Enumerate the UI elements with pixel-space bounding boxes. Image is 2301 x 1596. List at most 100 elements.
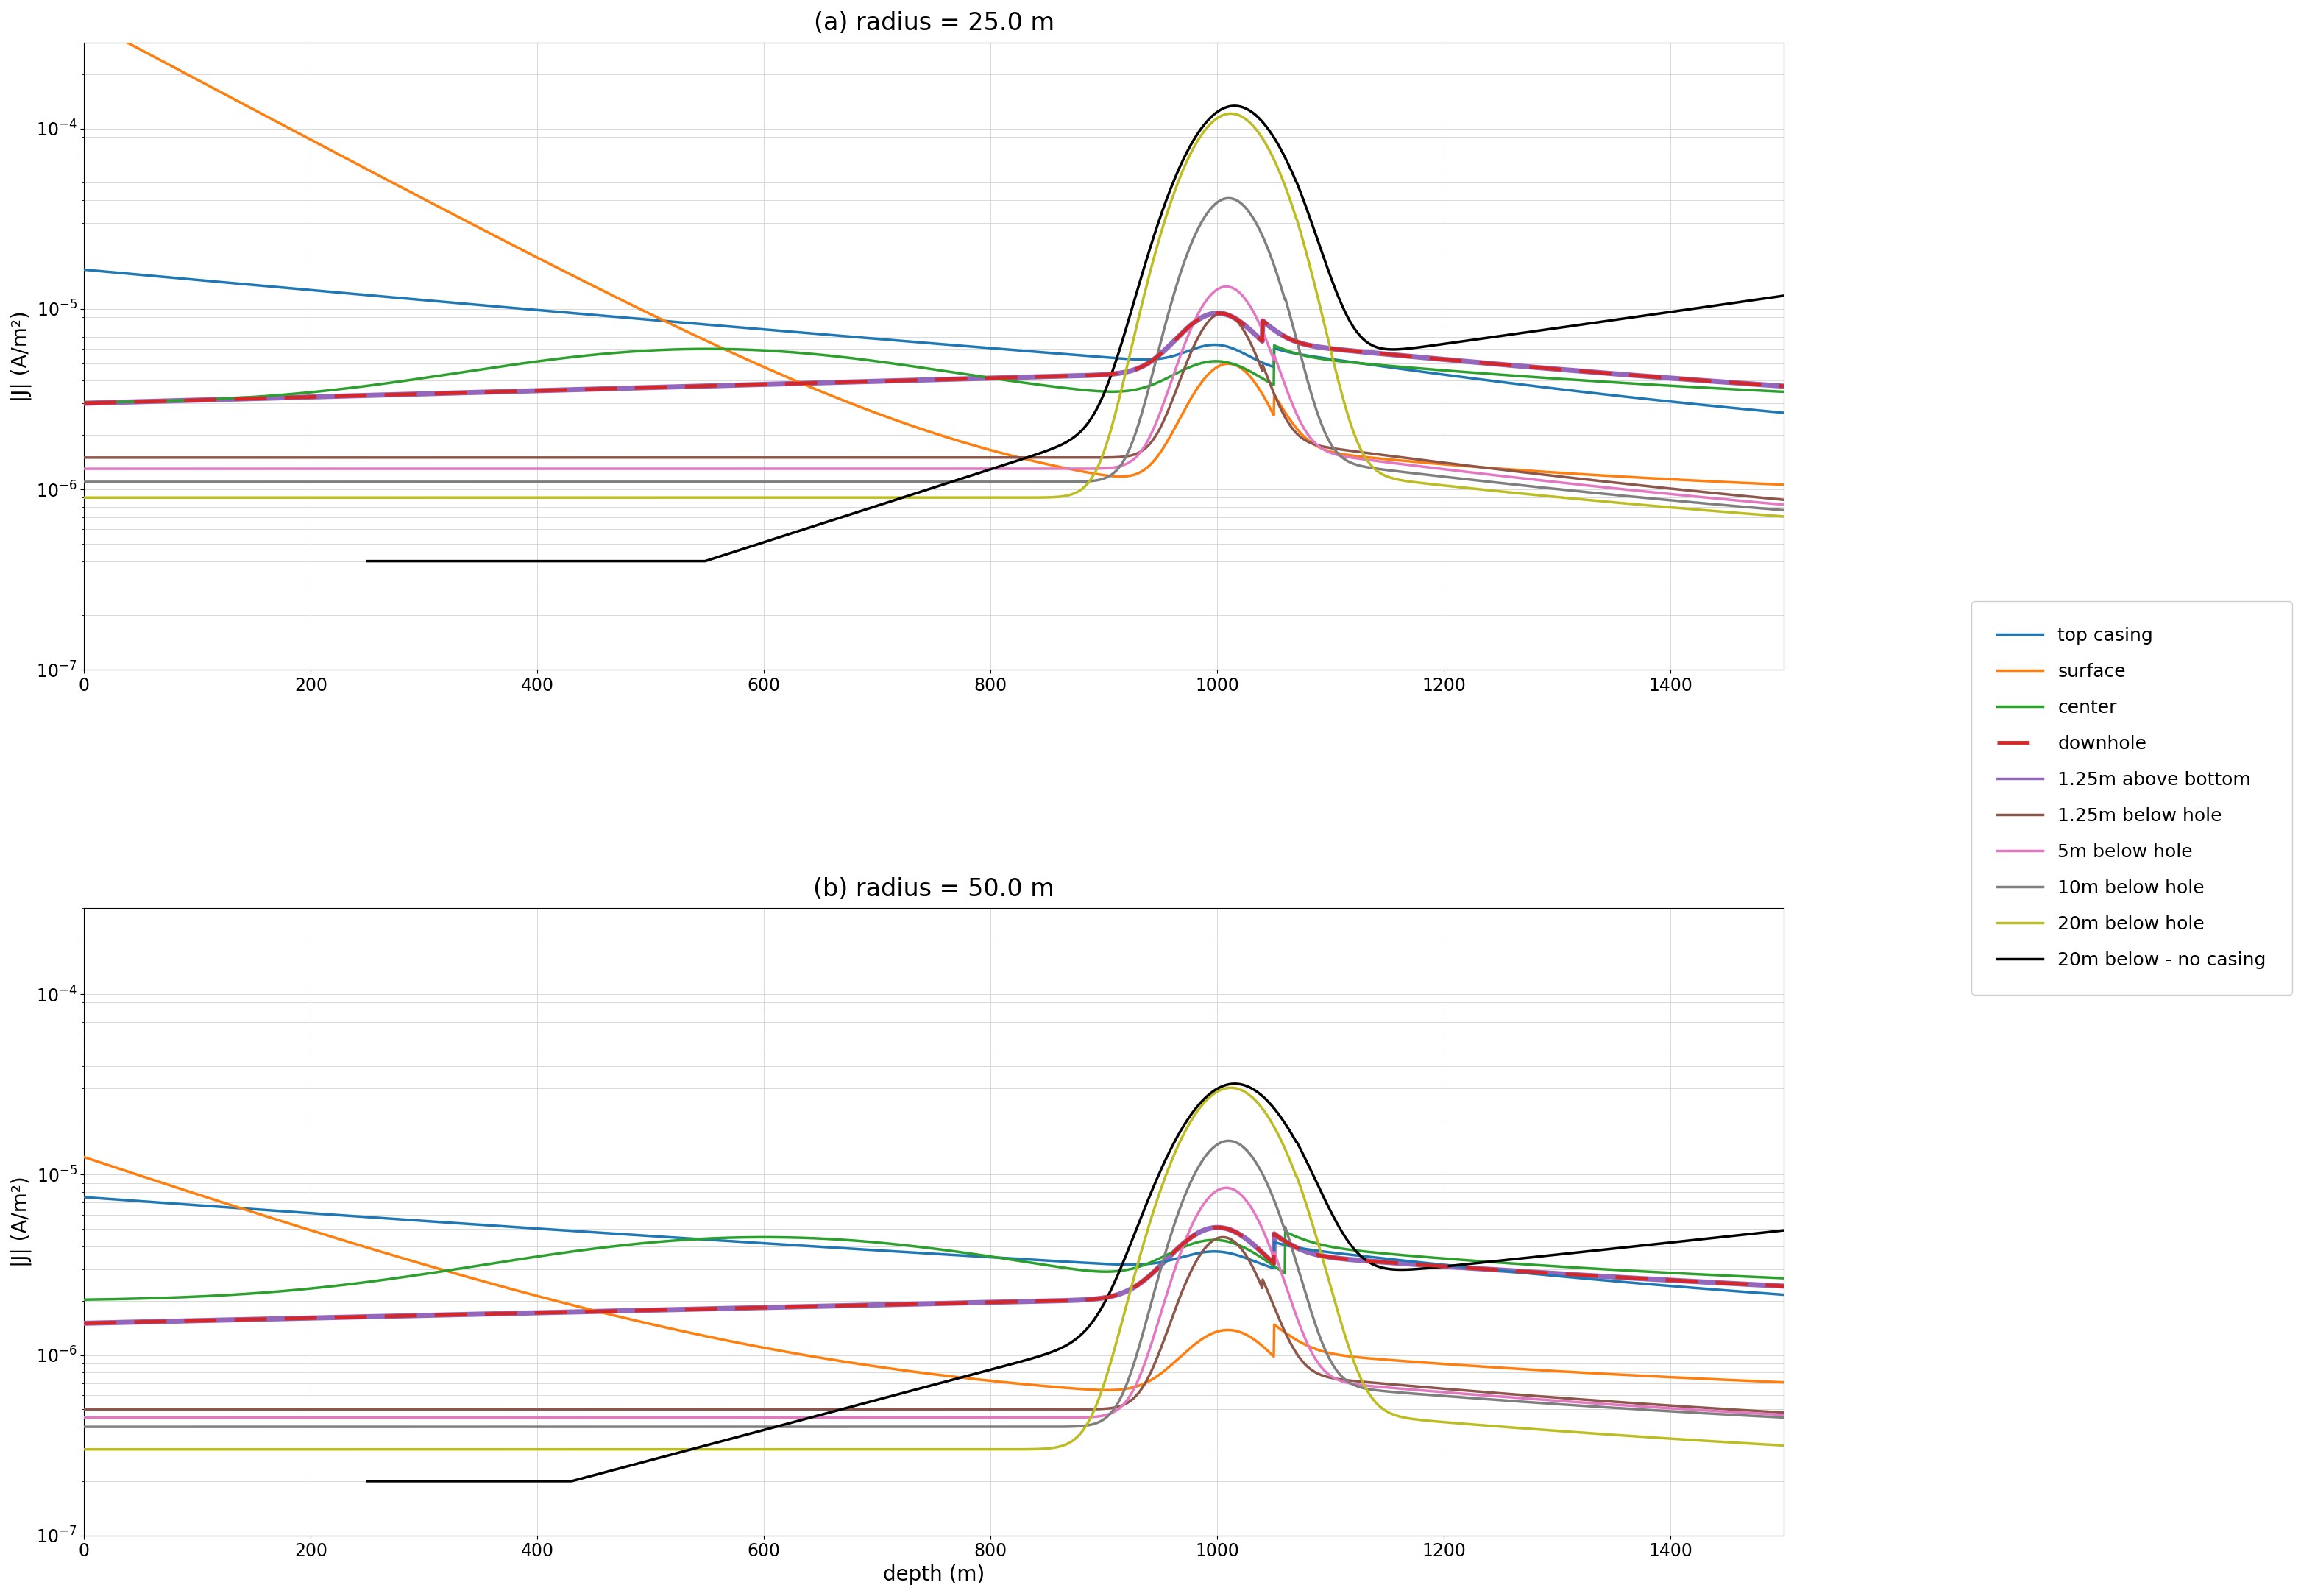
1.25m above bottom xyxy=(1634,1269,1661,1288)
20m below - no casing xyxy=(879,1387,907,1406)
20m below - no casing xyxy=(879,492,907,511)
20m below hole xyxy=(71,488,99,508)
Line: 20m below - no casing: 20m below - no casing xyxy=(368,105,1783,562)
1.25m above bottom xyxy=(1769,377,1797,396)
1.25m below hole xyxy=(1208,303,1236,322)
1.25m above bottom xyxy=(71,1314,99,1333)
10m below hole xyxy=(1305,1326,1332,1345)
downhole xyxy=(798,373,826,393)
1.25m above bottom xyxy=(1305,1245,1332,1264)
20m below hole xyxy=(1719,503,1746,522)
1.25m above bottom xyxy=(1203,1218,1231,1237)
center xyxy=(1305,1235,1332,1254)
Line: surface: surface xyxy=(85,1157,1783,1390)
1.25m below hole xyxy=(1719,1400,1746,1419)
top casing xyxy=(879,1242,907,1261)
5m below hole xyxy=(798,1408,826,1427)
downhole xyxy=(1305,337,1332,356)
top casing xyxy=(1305,1242,1332,1261)
10m below hole xyxy=(1719,1404,1746,1424)
5m below hole xyxy=(798,460,826,479)
1.25m above bottom xyxy=(1203,303,1231,322)
surface xyxy=(1769,1373,1797,1392)
10m below hole xyxy=(879,1417,907,1436)
top casing xyxy=(1717,399,1744,418)
20m below - no casing xyxy=(785,1411,812,1430)
1.25m below hole xyxy=(1769,1403,1797,1422)
Legend: top casing, surface, center, downhole, 1.25m above bottom, 1.25m below hole, 5m : top casing, surface, center, downhole, 1… xyxy=(1972,602,2292,994)
10m below hole xyxy=(1215,1132,1243,1151)
surface xyxy=(1634,469,1661,488)
20m below - no casing xyxy=(785,522,812,541)
Line: 20m below hole: 20m below hole xyxy=(85,113,1783,517)
1.25m below hole xyxy=(879,448,907,468)
5m below hole xyxy=(1719,490,1746,509)
1.25m above bottom xyxy=(71,394,99,413)
surface xyxy=(71,10,99,29)
5m below hole xyxy=(1213,278,1240,297)
surface xyxy=(1305,1341,1332,1360)
5m below hole xyxy=(1719,1403,1746,1422)
Y-axis label: |J| (A/m²): |J| (A/m²) xyxy=(12,1176,32,1267)
5m below hole xyxy=(785,460,812,479)
20m below - no casing xyxy=(1305,1178,1332,1197)
Line: 20m below - no casing: 20m below - no casing xyxy=(368,1084,1783,1481)
20m below hole xyxy=(1305,294,1332,313)
Line: 1.25m below hole: 1.25m below hole xyxy=(85,313,1783,500)
10m below hole xyxy=(1634,1400,1661,1419)
surface xyxy=(879,409,907,428)
1.25m above bottom xyxy=(879,1294,907,1314)
Line: 5m below hole: 5m below hole xyxy=(85,1187,1783,1417)
1.25m below hole xyxy=(785,1400,812,1419)
1.25m above bottom xyxy=(798,373,826,393)
Title: (b) radius = 50.0 m: (b) radius = 50.0 m xyxy=(812,876,1054,902)
downhole xyxy=(1634,367,1661,386)
Line: downhole: downhole xyxy=(85,1227,1783,1323)
10m below hole xyxy=(1719,496,1746,516)
10m below hole xyxy=(71,472,99,492)
1.25m below hole xyxy=(71,1400,99,1419)
1.25m below hole xyxy=(798,1400,826,1419)
5m below hole xyxy=(879,1408,907,1427)
center xyxy=(71,393,99,412)
1.25m above bottom xyxy=(879,372,907,391)
top casing xyxy=(798,1237,826,1256)
20m below hole xyxy=(1769,1436,1797,1456)
surface xyxy=(785,1344,812,1363)
center xyxy=(785,343,812,362)
5m below hole xyxy=(1634,482,1661,501)
Line: 10m below hole: 10m below hole xyxy=(85,198,1783,511)
surface xyxy=(785,372,812,391)
10m below hole xyxy=(785,472,812,492)
Line: center: center xyxy=(85,345,1783,402)
Line: 10m below hole: 10m below hole xyxy=(85,1141,1783,1427)
downhole xyxy=(1769,1277,1797,1296)
center xyxy=(1769,1269,1797,1288)
10m below hole xyxy=(1305,409,1332,428)
1.25m above bottom xyxy=(1305,337,1332,356)
Line: 1.25m above bottom: 1.25m above bottom xyxy=(85,313,1783,404)
20m below - no casing xyxy=(798,1408,826,1427)
5m below hole xyxy=(71,460,99,479)
downhole xyxy=(1203,1218,1231,1237)
Title: (a) radius = 25.0 m: (a) radius = 25.0 m xyxy=(815,11,1054,35)
1.25m below hole xyxy=(1208,1227,1236,1246)
10m below hole xyxy=(71,1417,99,1436)
10m below hole xyxy=(1634,488,1661,508)
top casing xyxy=(1769,404,1797,423)
Line: top casing: top casing xyxy=(85,270,1783,413)
Line: center: center xyxy=(85,1232,1783,1299)
5m below hole xyxy=(785,1408,812,1427)
1.25m below hole xyxy=(785,448,812,468)
5m below hole xyxy=(1769,495,1797,514)
5m below hole xyxy=(71,1408,99,1427)
20m below hole xyxy=(1719,1433,1746,1452)
1.25m above bottom xyxy=(1634,367,1661,386)
Line: 1.25m below hole: 1.25m below hole xyxy=(85,1237,1783,1412)
1.25m below hole xyxy=(879,1400,907,1419)
downhole xyxy=(879,372,907,391)
top casing xyxy=(798,324,826,343)
center xyxy=(798,1229,826,1248)
downhole xyxy=(1719,373,1746,393)
10m below hole xyxy=(1769,501,1797,520)
